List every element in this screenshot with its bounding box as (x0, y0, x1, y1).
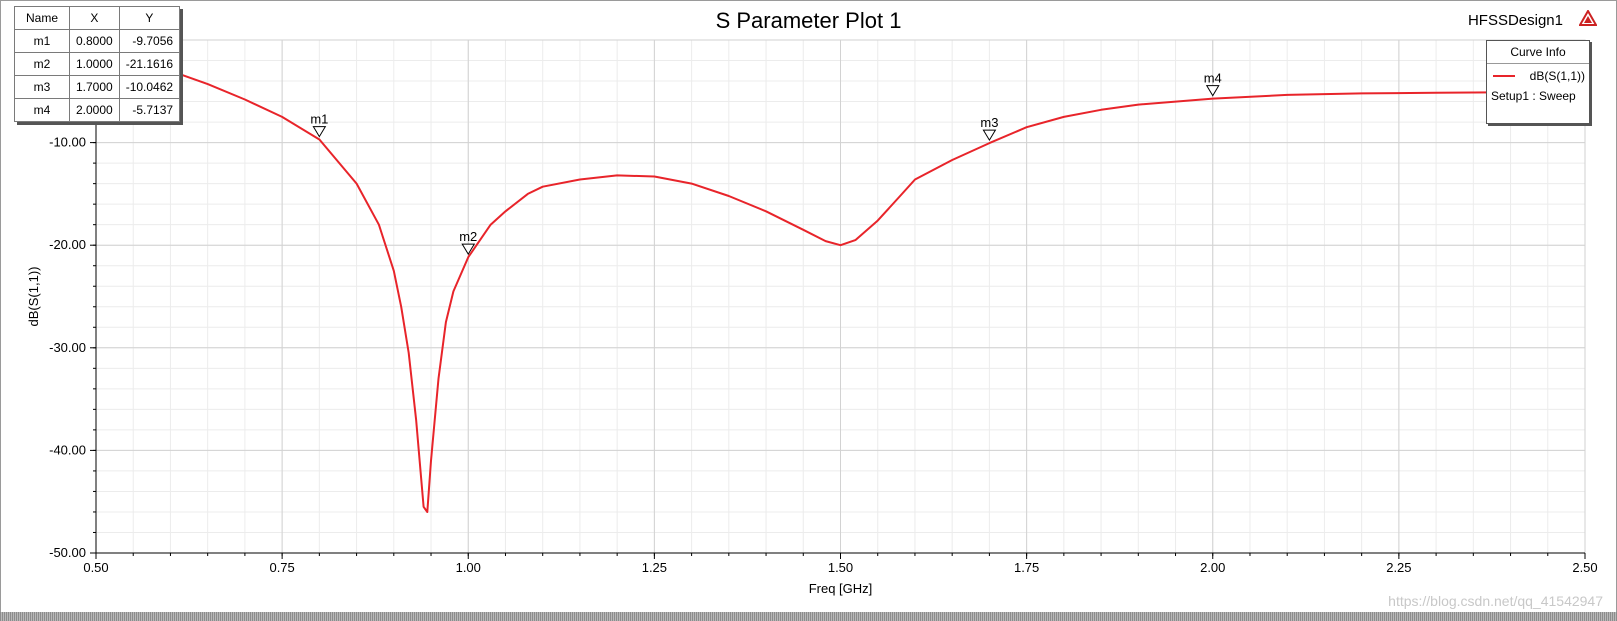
marker-label: m2 (459, 229, 477, 244)
marker-x: 1.7000 (69, 75, 120, 99)
curve-info-legend[interactable]: Curve Info dB(S(1,1)) Setup1 : Sweep (1486, 40, 1590, 124)
marker-table-header-x: X (69, 6, 120, 30)
x-tick-label: 1.25 (642, 560, 667, 575)
marker-table-row: m1 0.8000 -9.7056 (14, 29, 181, 53)
marker-table-header-name: Name (14, 6, 70, 30)
marker-table-row: m2 1.0000 -21.1616 (14, 52, 181, 76)
legend-setup-label: Setup1 : Sweep (1491, 89, 1576, 103)
y-tick-label: -10.00 (49, 135, 86, 150)
marker-y: -10.0462 (118, 75, 181, 99)
x-tick-label: 1.75 (1014, 560, 1039, 575)
watermark: https://blog.csdn.net/qq_41542947 (1388, 593, 1603, 609)
x-tick-label: 1.50 (828, 560, 853, 575)
y-tick-label: -30.00 (49, 340, 86, 355)
marker-name: m3 (14, 75, 70, 99)
marker-name: m1 (14, 29, 70, 53)
legend-title: Curve Info (1487, 45, 1589, 64)
marker-y: -21.1616 (118, 52, 181, 76)
x-tick-label: 2.25 (1386, 560, 1411, 575)
marker-x: 1.0000 (69, 52, 120, 76)
marker-x: 2.0000 (69, 98, 120, 122)
x-tick-label: 2.00 (1200, 560, 1225, 575)
y-tick-label: -40.00 (49, 442, 86, 457)
x-tick-label: 2.50 (1572, 560, 1597, 575)
y-axis-label: dB(S(1,1)) (26, 267, 41, 327)
marker-y: -5.7137 (118, 98, 181, 122)
marker-label: m4 (1204, 71, 1222, 86)
legend-series-name: dB(S(1,1)) (1529, 69, 1585, 83)
series-line (170, 69, 1511, 513)
marker-y: -9.7056 (118, 29, 181, 53)
marker-label: m1 (310, 112, 328, 127)
x-tick-label: 1.00 (456, 560, 481, 575)
x-axis-label: Freq [GHz] (809, 581, 873, 596)
marker-triangle-icon (1205, 85, 1220, 97)
chart-title: S Parameter Plot 1 (715, 8, 902, 33)
marker-table: Name X Y m1 0.8000 -9.7056 m2 1.0000 -21… (14, 6, 181, 122)
window-bottom-border (0, 612, 1617, 621)
ansys-logo-icon (1579, 10, 1597, 26)
marker-table-row: m4 2.0000 -5.7137 (14, 98, 181, 122)
marker-triangle-icon (461, 243, 476, 256)
marker-table-header: Name X Y (14, 6, 181, 30)
y-tick-label: -50.00 (49, 545, 86, 560)
legend-swatch (1493, 75, 1515, 77)
marker-table-header-y: Y (118, 6, 181, 30)
x-tick-label: 0.50 (83, 560, 108, 575)
marker-name: m4 (14, 98, 70, 122)
marker-triangle-icon (312, 126, 327, 138)
y-tick-label: -20.00 (49, 237, 86, 252)
marker-table-row: m3 1.7000 -10.0462 (14, 75, 181, 99)
marker-name: m2 (14, 52, 70, 76)
marker-triangle-icon (982, 129, 997, 142)
marker-x: 0.8000 (69, 29, 120, 53)
x-tick-label: 0.75 (269, 560, 294, 575)
marker-label: m3 (980, 115, 998, 130)
design-name: HFSSDesign1 (1467, 12, 1563, 29)
